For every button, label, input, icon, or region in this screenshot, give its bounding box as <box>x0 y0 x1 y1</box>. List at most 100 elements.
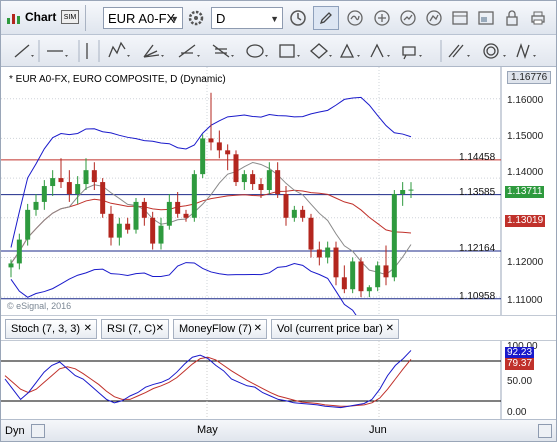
zoom-icon[interactable] <box>423 6 445 30</box>
x-label-jun: Jun <box>369 424 387 436</box>
close-icon[interactable]: ✕ <box>155 323 164 334</box>
channel-icon[interactable] <box>178 44 196 58</box>
candle-body <box>75 184 81 194</box>
moving-average-line <box>10 189 412 264</box>
candle-body <box>266 170 272 191</box>
tab-stoch[interactable]: Stoch (7, 3, 3) ✕ <box>5 319 97 339</box>
candle-body <box>383 265 389 278</box>
crosshair-icon[interactable] <box>371 6 393 30</box>
time-axis[interactable]: Dyn May Jun <box>1 419 556 441</box>
candle-body <box>66 182 72 194</box>
trendline-icon[interactable] <box>14 44 30 58</box>
candle-body <box>408 189 414 191</box>
tab-rsi[interactable]: RSI (7, C) ✕ <box>101 319 169 339</box>
close-icon[interactable]: ✕ <box>385 323 394 334</box>
candle-body <box>83 170 89 185</box>
hline-label: 1.10958 <box>459 291 496 302</box>
rectangle-icon[interactable] <box>279 44 295 58</box>
watermark: © eSignal, 2016 <box>7 301 72 311</box>
text-note-icon[interactable] <box>402 46 416 60</box>
hline-label: 1.13585 <box>459 187 496 198</box>
candle-body <box>283 193 289 218</box>
cycle-icon[interactable] <box>486 46 496 56</box>
tab-label: MoneyFlow (7) <box>179 323 252 335</box>
stoch-blue-box: 92.23 <box>505 347 535 359</box>
stoch-axis-label: 50.00 <box>507 376 533 387</box>
candle-body <box>333 247 339 278</box>
candle-body <box>183 213 189 218</box>
axis-label: 1.11000 <box>507 295 543 306</box>
candle-body <box>91 170 97 183</box>
close-icon[interactable]: ✕ <box>83 323 92 334</box>
chart-icon[interactable] <box>5 6 23 30</box>
chevron-down-icon[interactable]: ▼ <box>270 14 279 24</box>
candle-body <box>341 277 347 290</box>
axis-label: 1.12000 <box>507 257 544 268</box>
cursor-icon[interactable] <box>344 6 366 30</box>
link-icon[interactable] <box>397 6 419 30</box>
candle-body <box>366 287 372 292</box>
candle-body <box>258 184 264 191</box>
parallel-icon[interactable] <box>448 44 464 58</box>
candle-body <box>25 209 31 240</box>
candle-body <box>108 213 114 238</box>
lower-band-line <box>10 262 357 315</box>
candle-body <box>100 182 106 214</box>
candle-body <box>41 186 47 202</box>
candle-body <box>166 201 172 226</box>
tab-volume[interactable]: Vol (current price bar) ✕ <box>271 319 399 339</box>
dyn-toggle-icon[interactable] <box>31 424 45 438</box>
candle-body <box>250 174 256 185</box>
candle-body <box>275 170 281 194</box>
candle-body <box>125 223 131 230</box>
elliott-icon[interactable] <box>108 41 126 58</box>
indicator-tabs: Stoch (7, 3, 3) ✕ RSI (7, C) ✕ MoneyFlow (… <box>1 315 556 341</box>
candle-body <box>191 174 197 218</box>
lock-icon[interactable] <box>501 6 523 30</box>
candle-body <box>200 138 206 175</box>
stoch-red-line <box>4 356 412 407</box>
stoch-axis-label: 0.00 <box>507 407 527 418</box>
stoch-axis-label: 100.00 <box>507 341 538 352</box>
symbol-input[interactable]: EUR A0-FX ▼ <box>103 7 183 29</box>
hline-label: 1.14458 <box>459 152 496 163</box>
candle-body <box>150 217 156 244</box>
candle-body <box>50 178 56 187</box>
candle-body <box>141 201 147 218</box>
pencil-icon[interactable] <box>313 6 339 30</box>
fan-icon[interactable] <box>143 44 160 58</box>
price-chart[interactable] <box>1 67 557 315</box>
candle-body <box>316 249 322 258</box>
diamond-icon[interactable] <box>310 43 328 59</box>
candle-body <box>358 261 364 292</box>
candle-body <box>391 193 397 278</box>
arc-icon[interactable] <box>370 43 384 58</box>
settings-gear-icon[interactable] <box>185 6 207 30</box>
triangle-icon[interactable] <box>339 43 355 58</box>
fibonacci-icon[interactable] <box>212 44 230 58</box>
candle-body <box>375 265 381 288</box>
layout-icon[interactable] <box>449 6 471 30</box>
chevron-down-icon[interactable]: ▼ <box>170 14 179 24</box>
symbol-value: EUR A0-FX <box>108 10 176 26</box>
tab-moneyflow[interactable]: MoneyFlow (7) ✕ <box>173 319 267 339</box>
clock-icon[interactable] <box>287 6 309 30</box>
ellipse-icon[interactable] <box>246 44 264 58</box>
tab-label: Vol (current price bar) <box>277 323 383 335</box>
stoch-panel[interactable] <box>1 341 557 419</box>
sim-icon[interactable]: SIM <box>61 10 79 24</box>
axis-label: 1.15000 <box>507 131 544 142</box>
close-icon[interactable]: ✕ <box>253 323 262 334</box>
axis-label: 1.14000 <box>507 167 544 178</box>
print-icon[interactable] <box>527 6 549 30</box>
ma-price-box: 1.13019 <box>505 215 546 227</box>
scroll-end-icon[interactable] <box>538 424 552 438</box>
interval-input[interactable]: D ▼ <box>211 7 283 29</box>
hline-label: 1.12164 <box>459 243 496 254</box>
candle-body <box>175 201 181 214</box>
candle-body <box>116 223 122 238</box>
drawing-toolbar <box>1 35 556 67</box>
window-icon[interactable] <box>475 6 497 30</box>
gann-icon[interactable] <box>516 42 530 60</box>
